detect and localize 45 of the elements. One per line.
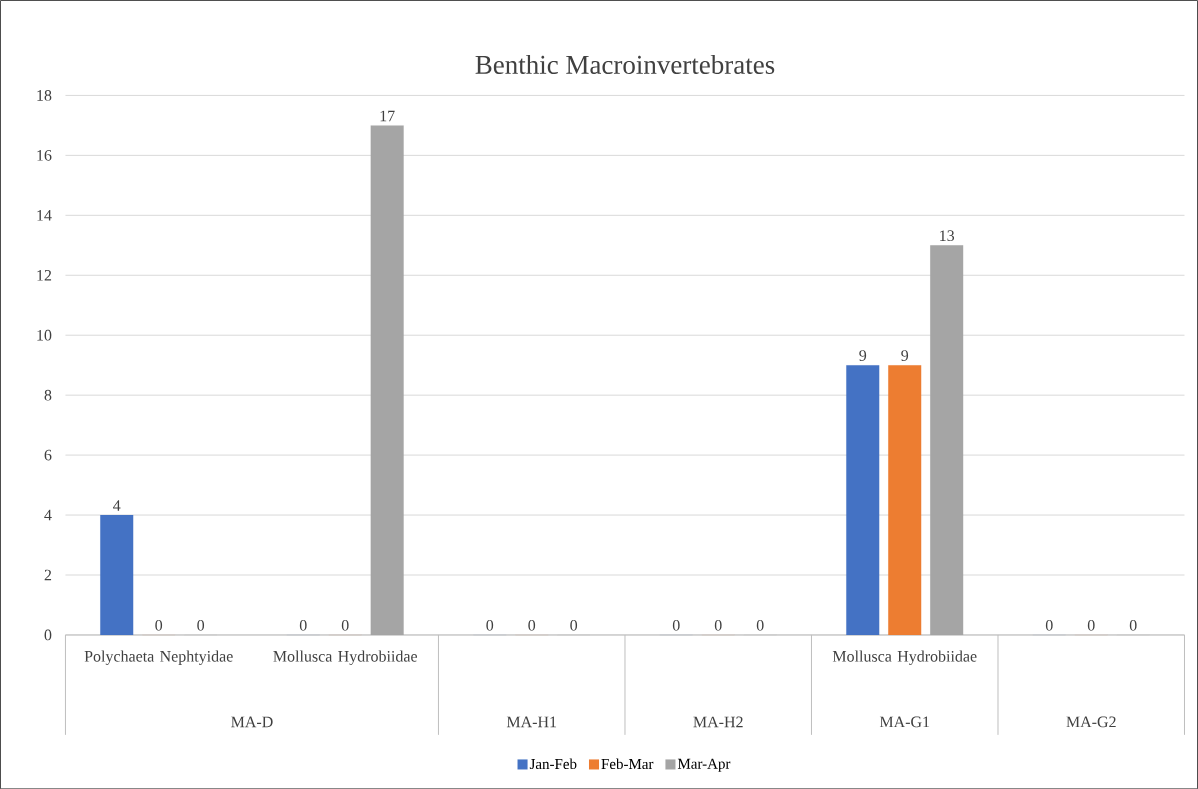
- y-tick-label: 6: [44, 449, 52, 461]
- data-label: 0: [486, 619, 494, 631]
- text: MA-H1: [506, 716, 557, 728]
- data-label: 0: [714, 619, 722, 631]
- y-tick-label: 0: [44, 629, 52, 641]
- data-label: 9: [901, 350, 909, 361]
- bar: [846, 365, 880, 635]
- chart-title: Benthic Macroinvertebrates: [475, 54, 775, 74]
- bar: [888, 365, 922, 635]
- data-label: 0: [570, 619, 578, 631]
- y-tick-label: 10: [37, 329, 52, 341]
- x-tick-label: Polychaeta Nephtyidae: [84, 650, 233, 665]
- text: MA-D: [231, 716, 273, 728]
- x-tick-label: Mollusca Hydrobiidae: [832, 650, 977, 665]
- y-tick-label: 14: [37, 209, 52, 221]
- y-tick-label: 18: [37, 89, 52, 101]
- legend-label: Jan-Feb: [529, 758, 577, 769]
- data-label: 0: [528, 619, 536, 631]
- x-tick-label: Mollusca Hydrobiidae: [273, 650, 418, 665]
- data-label: 0: [1129, 619, 1137, 631]
- text: MA-G1: [879, 716, 930, 728]
- y-tick-label: 4: [44, 509, 52, 521]
- y-tick-label: 16: [37, 149, 52, 161]
- data-label: 17: [380, 110, 395, 122]
- text: MA-H2: [693, 716, 743, 728]
- bar: [100, 514, 134, 635]
- data-label: 4: [113, 500, 121, 511]
- y-tick-label: 8: [44, 389, 52, 401]
- legend-label: Mar-Apr: [677, 758, 731, 772]
- data-label: 9: [859, 350, 867, 361]
- data-label: 0: [1045, 619, 1053, 631]
- bar: [930, 245, 964, 635]
- data-label: 0: [1087, 619, 1095, 631]
- data-label: 0: [299, 619, 307, 631]
- legend-label: Feb-Mar: [601, 758, 654, 769]
- data-label: 0: [341, 619, 349, 631]
- data-label: 13: [940, 230, 955, 241]
- data-label: 0: [197, 619, 205, 631]
- bar: [370, 125, 404, 635]
- data-label: 0: [155, 619, 163, 631]
- data-label: 0: [672, 619, 680, 631]
- y-tick-label: 12: [37, 269, 52, 281]
- y-tick-label: 2: [44, 569, 52, 581]
- data-label: 0: [756, 619, 764, 631]
- text: MA-G2: [1066, 716, 1116, 728]
